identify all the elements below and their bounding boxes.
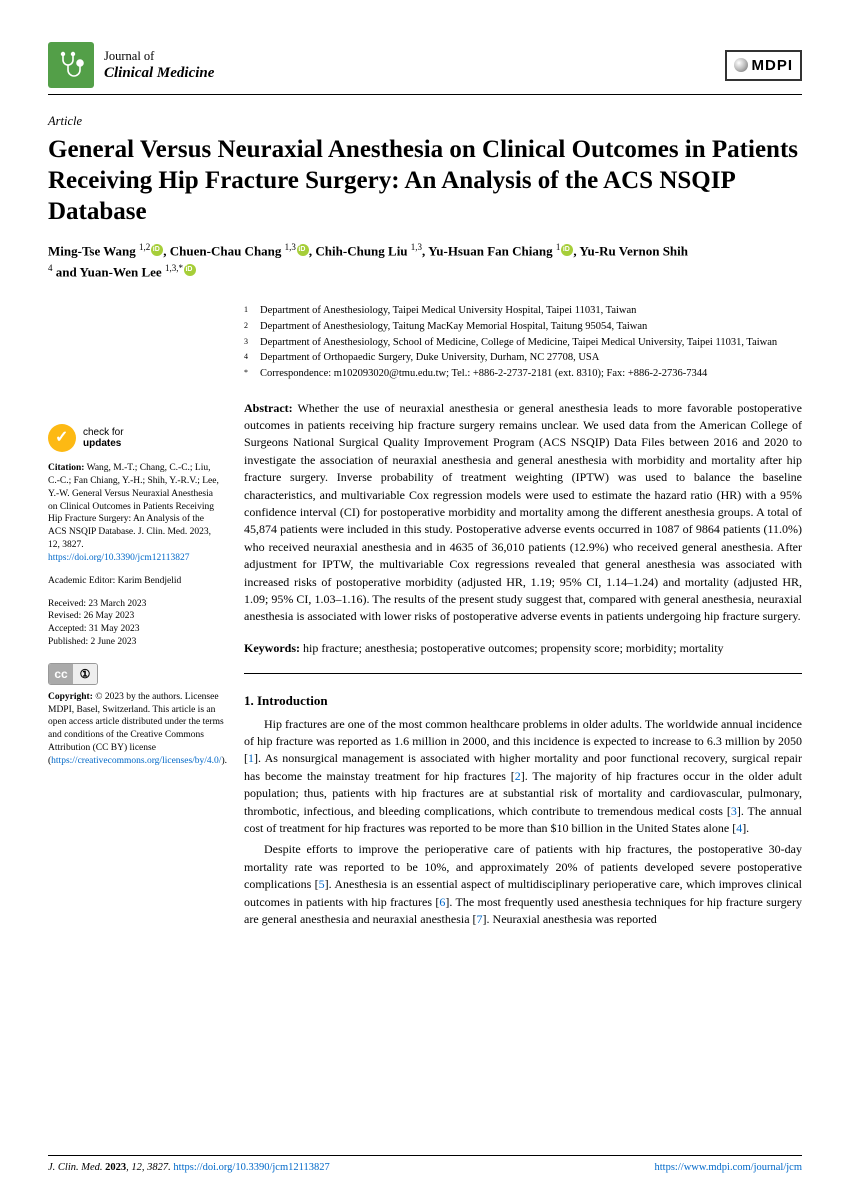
cc-icon: cc [49, 664, 73, 684]
affiliation-number: 2 [244, 320, 252, 335]
by-icon: ① [73, 664, 97, 684]
corresponding-mark: * [178, 263, 183, 273]
check-updates-icon [48, 424, 76, 452]
keywords-text: hip fracture; anesthesia; postoperative … [300, 641, 724, 655]
date-revised: Revised: 26 May 2023 [48, 611, 134, 621]
citation-text: Wang, M.-T.; Chang, C.-C.; Liu, C.-C.; F… [48, 463, 219, 550]
date-published: Published: 2 June 2023 [48, 637, 136, 647]
citation-block: Citation: Wang, M.-T.; Chang, C.-C.; Liu… [48, 462, 224, 565]
affiliation-text: Department of Orthopaedic Surgery, Duke … [260, 351, 599, 366]
footer-doi-link[interactable]: https://doi.org/10.3390/jcm12113827 [173, 1162, 329, 1173]
orcid-icon[interactable] [297, 244, 309, 256]
journal-line2: Clinical Medicine [104, 64, 214, 82]
footer-left: J. Clin. Med. 2023, 12, 3827. https://do… [48, 1161, 330, 1176]
abstract-text: Whether the use of neuraxial anesthesia … [244, 401, 802, 624]
footer-vol: , 12, 3827. [126, 1162, 173, 1173]
publisher-name: MDPI [752, 55, 794, 76]
history-block: Received: 23 March 2023 Revised: 26 May … [48, 598, 224, 649]
main-column: 1 Department of Anesthesiology, Taipei Me… [244, 304, 802, 932]
author-affil-sup: 1,3 [285, 242, 296, 252]
author: , Yu-Ru Vernon Shih [573, 244, 688, 259]
affiliations: 1 Department of Anesthesiology, Taipei Me… [244, 304, 802, 381]
page-footer: J. Clin. Med. 2023, 12, 3827. https://do… [48, 1155, 802, 1176]
affiliation-row: 2 Department of Anesthesiology, Taitung M… [244, 320, 802, 335]
author: , Chih-Chung Liu [309, 244, 411, 259]
author-list: Ming-Tse Wang 1,2 , Chuen-Chau Chang 1,3,… [48, 241, 802, 282]
date-received: Received: 23 March 2023 [48, 599, 146, 609]
body-paragraph: Despite efforts to improve the periopera… [244, 841, 802, 928]
affiliation-number: 4 [244, 351, 252, 366]
affiliation-number: 3 [244, 336, 252, 351]
author: Ming-Tse Wang [48, 244, 139, 259]
keywords-label: Keywords: [244, 641, 300, 655]
journal-logo-icon [48, 42, 94, 88]
author-affil-sup: 1 [556, 242, 561, 252]
body-text: ]. [742, 821, 749, 835]
citation-doi-link[interactable]: https://doi.org/10.3390/jcm12113827 [48, 553, 189, 563]
affiliation-row: * Correspondence: m102093020@tmu.edu.tw; … [244, 367, 802, 382]
author: , Chuen-Chau Chang [163, 244, 284, 259]
mdpi-dot-icon [734, 58, 748, 72]
affiliation-text: Correspondence: m102093020@tmu.edu.tw; T… [260, 367, 707, 382]
author-affil-sup: 1,3, [165, 263, 179, 273]
journal-line1: Journal of [104, 49, 214, 64]
check-l2: updates [83, 438, 121, 449]
abstract-label: Abstract: [244, 401, 293, 415]
orcid-icon[interactable] [184, 264, 196, 276]
author: , Yu-Hsuan Fan Chiang [422, 244, 556, 259]
footer-year: 2023 [105, 1162, 126, 1173]
copyright-text: © 2023 by the authors. Licensee MDPI, Ba… [48, 692, 224, 766]
affiliation-number: * [244, 367, 252, 382]
academic-editor: Academic Editor: Karim Bendjelid [48, 575, 224, 588]
check-l1: check for [83, 427, 124, 438]
copyright-end: ). [221, 756, 227, 766]
check-for-updates-button[interactable]: check forupdates [48, 424, 224, 452]
abstract: Abstract: Whether the use of neuraxial a… [244, 400, 802, 626]
body-paragraph: Hip fractures are one of the most common… [244, 716, 802, 838]
affiliation-text: Department of Anesthesiology, School of … [260, 336, 777, 351]
keywords: Keywords: hip fracture; anesthesia; post… [244, 640, 802, 674]
copyright-block: Copyright: © 2023 by the authors. Licens… [48, 691, 224, 768]
publisher-logo[interactable]: MDPI [725, 50, 803, 81]
author: and Yuan-Wen Lee [53, 264, 165, 279]
article-type: Article [48, 113, 802, 131]
orcid-icon[interactable] [561, 244, 573, 256]
article-title: General Versus Neuraxial Anesthesia on C… [48, 134, 802, 228]
author-affil-sup: 1,3 [411, 242, 422, 252]
affiliation-row: 3 Department of Anesthesiology, School of… [244, 336, 802, 351]
sidebar: check forupdates Citation: Wang, M.-T.; … [48, 304, 224, 932]
affiliation-row: 1 Department of Anesthesiology, Taipei Me… [244, 304, 802, 319]
cc-by-badge[interactable]: cc① [48, 663, 98, 685]
affiliation-row: 4 Department of Orthopaedic Surgery, Duke… [244, 351, 802, 366]
author-affil-sup: 1,2 [139, 242, 150, 252]
footer-journal-link[interactable]: https://www.mdpi.com/journal/jcm [655, 1162, 802, 1173]
cc-link[interactable]: https://creativecommons.org/licenses/by/… [51, 756, 221, 766]
section-heading: 1. Introduction [244, 692, 802, 710]
affiliation-text: Department of Anesthesiology, Taitung Ma… [260, 320, 647, 335]
copyright-label: Copyright: [48, 692, 93, 702]
date-accepted: Accepted: 31 May 2023 [48, 624, 140, 634]
journal-header: Journal of Clinical Medicine MDPI [48, 42, 802, 95]
citation-label: Citation: [48, 463, 84, 473]
journal-identity: Journal of Clinical Medicine [48, 42, 214, 88]
affiliation-number: 1 [244, 304, 252, 319]
footer-journal: J. Clin. Med. [48, 1162, 105, 1173]
footer-right: https://www.mdpi.com/journal/jcm [655, 1161, 802, 1176]
affiliation-text: Department of Anesthesiology, Taipei Med… [260, 304, 636, 319]
body-text: ]. Neuraxial anesthesia was reported [483, 912, 657, 926]
orcid-icon[interactable] [151, 244, 163, 256]
